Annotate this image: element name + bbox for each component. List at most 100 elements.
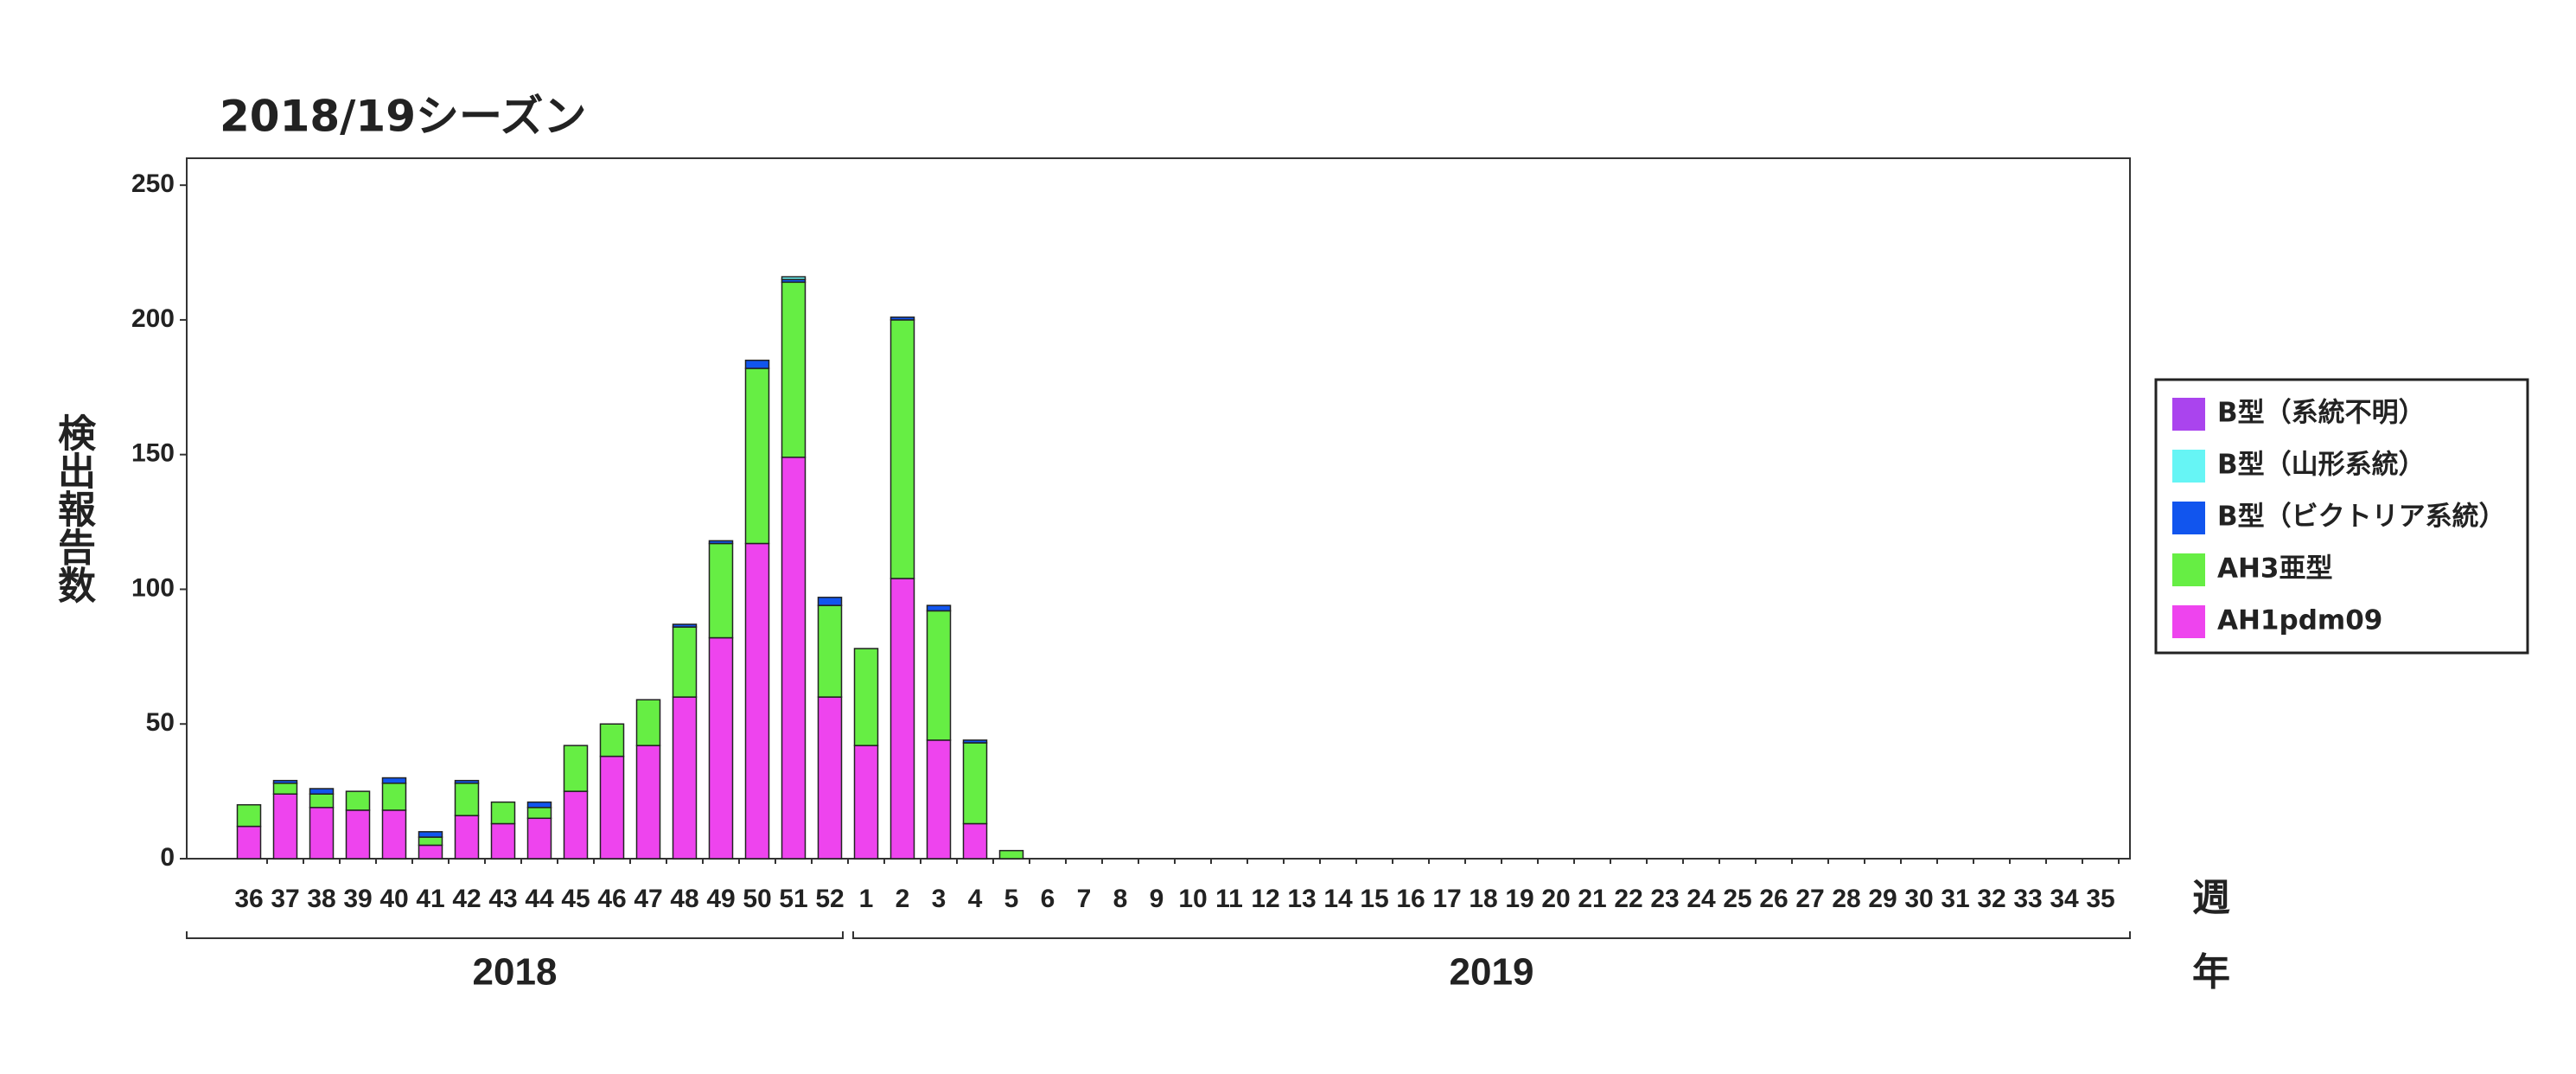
x-tick-label: 50 [743, 885, 771, 913]
bar-segment [563, 790, 589, 860]
bar-segment [853, 745, 879, 860]
x-tick-label: 18 [1469, 885, 1497, 913]
bar-segment [926, 739, 952, 860]
x-tick-label: 48 [670, 885, 698, 913]
x-tick-label: 15 [1360, 885, 1388, 913]
legend-label: B型（山形系統） [2217, 450, 2426, 481]
bar-segment [272, 779, 298, 784]
x-axis-label: 週 [2192, 876, 2230, 920]
x-tick-label: 27 [1795, 885, 1824, 913]
x-tick-label: 30 [1904, 885, 1933, 913]
legend-swatch [2172, 450, 2205, 483]
x-tick-label: 20 [1541, 885, 1570, 913]
chart-title: 2018/19シーズン [220, 92, 587, 142]
bar-segment [744, 359, 770, 369]
y-tick-label: 150 [131, 439, 175, 468]
legend-label: B型（系統不明） [2217, 398, 2426, 429]
x-tick-label: 42 [452, 885, 481, 913]
bar-segment [781, 281, 807, 458]
x-tick-label: 13 [1287, 885, 1316, 913]
x-tick-label: 21 [1578, 885, 1606, 913]
bar-segment [418, 844, 443, 860]
bar-segment [672, 626, 698, 698]
x-tick-label: 41 [416, 885, 444, 913]
bar-segment [526, 817, 552, 860]
group-label: 2019 [1450, 951, 1534, 994]
x-tick-label: 39 [343, 885, 372, 913]
legend-label: AH1pdm09 [2217, 605, 2382, 636]
x-tick-label: 37 [271, 885, 299, 913]
bar-segment [599, 755, 625, 860]
bar-segment [345, 809, 371, 860]
x-tick-label: 29 [1868, 885, 1897, 913]
bar-segment [962, 739, 988, 744]
bar-segment [490, 822, 516, 860]
x-tick-label: 35 [2086, 885, 2114, 913]
x-tick-label: 4 [968, 885, 983, 913]
x-tick-label: 5 [1004, 885, 1019, 913]
bar-segment [889, 319, 915, 579]
bar-segment [708, 542, 734, 639]
x-tick-label: 49 [706, 885, 735, 913]
x-tick-label: 28 [1832, 885, 1860, 913]
x-tick-label: 6 [1041, 885, 1055, 913]
bar-segment [744, 542, 770, 860]
x-tick-label: 3 [932, 885, 947, 913]
x-tick-label: 33 [2013, 885, 2042, 913]
x-tick-label: 47 [634, 885, 662, 913]
x-tick-label: 14 [1323, 885, 1353, 913]
legend-swatch [2172, 398, 2205, 431]
bar-segment [672, 696, 698, 860]
group-bracket [186, 931, 844, 939]
bar-segment [418, 831, 443, 838]
x-tick-label: 11 [1215, 885, 1243, 913]
legend-box [2154, 378, 2529, 655]
x-tick-label: 22 [1614, 885, 1642, 913]
x-tick-label: 17 [1432, 885, 1461, 913]
x-tick-label: 19 [1505, 885, 1533, 913]
bar-segment [635, 699, 661, 746]
bar-segment [381, 777, 407, 784]
y-axis-label: 検出報告数 [51, 413, 96, 604]
x-tick-label: 26 [1759, 885, 1788, 913]
x-tick-label: 32 [1977, 885, 2005, 913]
legend-swatch [2172, 502, 2205, 534]
plot-frame [186, 157, 2131, 860]
x-tick-label: 2 [896, 885, 910, 913]
bar-segment [454, 779, 480, 784]
bar-segment [309, 793, 335, 809]
x-tick-label: 46 [597, 885, 626, 913]
legend-label: B型（ビクトリア系統） [2217, 502, 2506, 533]
legend-swatch [2172, 553, 2205, 586]
bar-segment [817, 597, 843, 606]
x-tick-label: 12 [1251, 885, 1279, 913]
x-tick-label: 8 [1113, 885, 1128, 913]
bar-segment [345, 790, 371, 811]
y-tick-label: 50 [146, 708, 175, 737]
legend-swatch [2172, 605, 2205, 638]
bar-segment [526, 807, 552, 820]
bar-segment [962, 822, 988, 860]
bar-segment [817, 604, 843, 698]
bar-segment [926, 604, 952, 612]
bar-segment [236, 803, 262, 828]
x-tick-label: 52 [815, 885, 844, 913]
bar-segment [708, 636, 734, 860]
x-tick-label: 40 [379, 885, 408, 913]
bar-segment [635, 745, 661, 860]
bar-segment [563, 745, 589, 792]
x-tick-label: 10 [1178, 885, 1207, 913]
x-tick-label: 9 [1150, 885, 1164, 913]
bar-segment [744, 368, 770, 545]
x-tick-label: 45 [561, 885, 590, 913]
x-tick-label: 24 [1687, 885, 1716, 913]
y-tick-label: 100 [131, 573, 175, 602]
bar-segment [418, 836, 443, 847]
bar-segment [381, 783, 407, 811]
bar-segment [272, 783, 298, 795]
x-tick-label: 34 [2050, 885, 2079, 913]
bar-segment [490, 801, 516, 825]
bar-segment [526, 801, 552, 809]
group-label: 2018 [473, 951, 558, 994]
